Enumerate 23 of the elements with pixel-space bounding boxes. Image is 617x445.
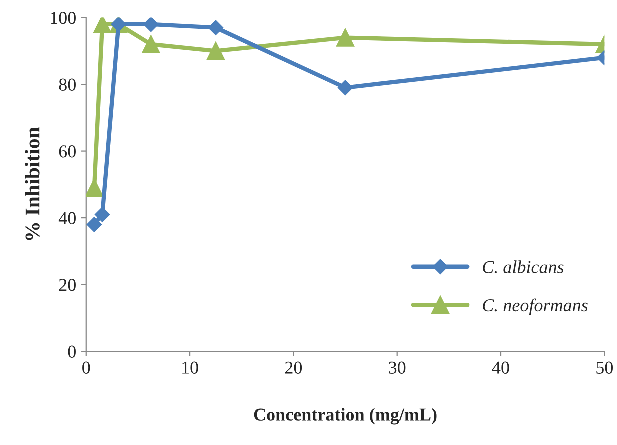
point (94, 207, 110, 222)
point (206, 42, 225, 60)
y-axis-title: % Inhibition (25, 127, 40, 240)
y-tick-label: 100 (51, 12, 76, 24)
y-tick-label: 40 (58, 212, 76, 224)
legend-label: C. neoformans (483, 298, 588, 316)
y-tick-label: 60 (59, 146, 76, 158)
x-axis-title: Concentration (mg/mL) (254, 408, 437, 425)
y-tick-label: 20 (59, 279, 76, 292)
x-tick-label: 10 (182, 362, 198, 374)
x-tick-label: 0 (82, 362, 90, 374)
x-tick-label: 50 (596, 362, 613, 374)
point (86, 217, 102, 232)
y-tick-label: 0 (68, 346, 76, 358)
y-tick-label: 80 (59, 78, 76, 91)
point (142, 35, 160, 54)
point (144, 18, 159, 32)
x-tick-label: 40 (492, 362, 510, 374)
legend-label: C. albicans (483, 260, 564, 274)
point (208, 20, 224, 36)
x-tick-label: 20 (285, 362, 302, 374)
point (94, 18, 112, 34)
x-tick-label: 30 (389, 362, 406, 374)
